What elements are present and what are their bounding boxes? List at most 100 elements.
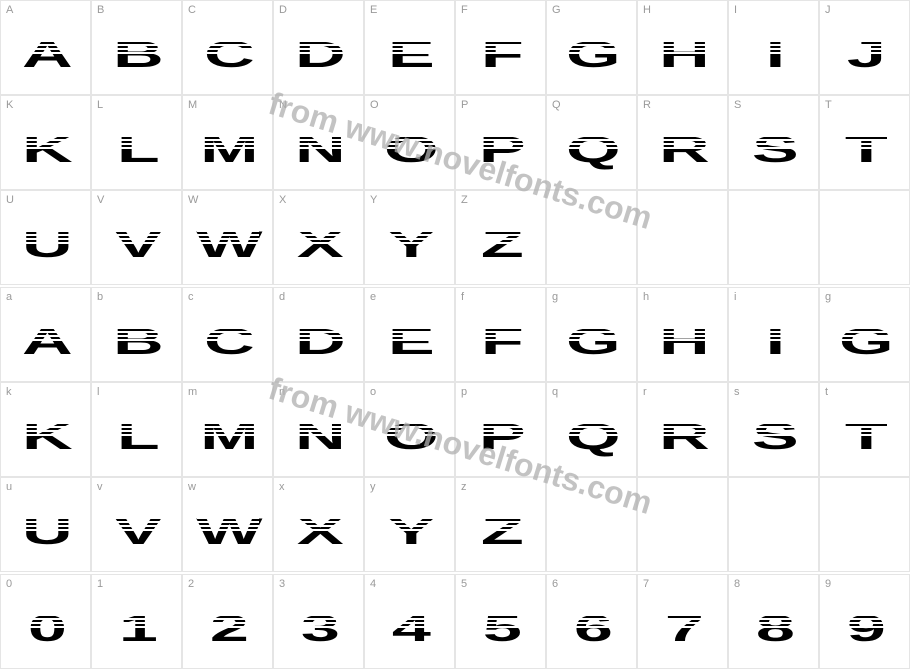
glyph: O <box>379 418 441 456</box>
glyph: G <box>834 323 896 361</box>
cell-label: 1 <box>97 578 103 590</box>
glyph: I <box>743 323 805 361</box>
glyph-solid: O <box>368 136 452 163</box>
glyph-wrap: E <box>365 1 454 94</box>
cell-label: 8 <box>734 578 740 590</box>
glyph-cell: fF <box>455 287 546 382</box>
glyph-cell: xX <box>273 477 364 572</box>
cell-label: x <box>279 481 285 493</box>
cell-label: t <box>825 386 828 398</box>
glyph: 2 <box>197 610 259 648</box>
glyph-solid: 0 <box>4 615 88 642</box>
glyph-solid: O <box>368 423 452 450</box>
glyph-wrap: I <box>729 1 818 94</box>
glyph-cell: mM <box>182 382 273 477</box>
glyph-wrap: V <box>92 191 181 284</box>
cell-label: B <box>97 4 104 16</box>
glyph-wrap: R <box>638 383 727 476</box>
glyph-solid: 5 <box>459 615 543 642</box>
cell-label: F <box>461 4 468 16</box>
glyph-cell: 88 <box>728 574 819 669</box>
glyph-cell: QQ <box>546 95 637 190</box>
glyph: C <box>197 323 259 361</box>
glyph: D <box>288 36 350 74</box>
cell-label: g <box>825 291 831 303</box>
glyph: V <box>106 513 168 551</box>
glyph-solid: P <box>459 136 543 163</box>
glyph-cell: eE <box>364 287 455 382</box>
glyph-cell: KK <box>0 95 91 190</box>
cell-label: C <box>188 4 196 16</box>
glyph: H <box>652 323 714 361</box>
glyph-solid: G <box>550 41 634 68</box>
glyph: Q <box>561 131 623 169</box>
glyph: N <box>288 418 350 456</box>
glyph: Z <box>470 513 532 551</box>
glyph: D <box>288 323 350 361</box>
glyph-solid: V <box>95 518 179 545</box>
glyph-cell: FF <box>455 0 546 95</box>
glyph: 4 <box>379 610 441 648</box>
glyph-solid: T <box>823 136 907 163</box>
glyph: 7 <box>652 610 714 648</box>
glyph-solid: Q <box>550 423 634 450</box>
glyph-wrap: F <box>456 288 545 381</box>
cell-label: p <box>461 386 467 398</box>
glyph-solid: F <box>459 41 543 68</box>
cell-label: q <box>552 386 558 398</box>
glyph-wrap: C <box>183 1 272 94</box>
glyph-cell: 33 <box>273 574 364 669</box>
glyph-cell: kK <box>0 382 91 477</box>
glyph-wrap: D <box>274 1 363 94</box>
glyph-wrap: L <box>92 383 181 476</box>
cell-label: 2 <box>188 578 194 590</box>
cell-label: N <box>279 99 287 111</box>
glyph-cell: pP <box>455 382 546 477</box>
glyph: M <box>197 131 259 169</box>
cell-label: c <box>188 291 194 303</box>
glyph-wrap: K <box>1 383 90 476</box>
cell-label: z <box>461 481 467 493</box>
empty-cell <box>728 477 819 572</box>
glyph: F <box>470 323 532 361</box>
glyph: Z <box>470 226 532 264</box>
glyph-cell: AA <box>0 0 91 95</box>
glyph-solid: 6 <box>550 615 634 642</box>
glyph-cell: cC <box>182 287 273 382</box>
cell-label: y <box>370 481 376 493</box>
glyph-wrap: H <box>638 288 727 381</box>
glyph: E <box>379 323 441 361</box>
cell-label: u <box>6 481 12 493</box>
glyph-solid: U <box>4 231 88 258</box>
glyph: C <box>197 36 259 74</box>
glyph-wrap: 5 <box>456 575 545 668</box>
glyph-solid: A <box>4 328 88 355</box>
glyph-solid: R <box>641 423 725 450</box>
glyph-wrap: T <box>820 383 909 476</box>
glyph-solid: M <box>186 136 270 163</box>
cell-label: i <box>734 291 736 303</box>
glyph-cell: gG <box>546 287 637 382</box>
glyph: U <box>15 226 77 264</box>
glyph-cell: EE <box>364 0 455 95</box>
cell-label: E <box>370 4 377 16</box>
glyph-cell: 11 <box>91 574 182 669</box>
glyph-wrap: C <box>183 288 272 381</box>
glyph-wrap: Z <box>456 191 545 284</box>
glyph-cell: wW <box>182 477 273 572</box>
glyph: F <box>470 36 532 74</box>
empty-cell <box>546 477 637 572</box>
glyph-wrap: B <box>92 1 181 94</box>
glyph-cell: JJ <box>819 0 910 95</box>
glyph: 9 <box>834 610 896 648</box>
glyph: P <box>470 131 532 169</box>
cell-label: T <box>825 99 832 111</box>
cell-label: M <box>188 99 197 111</box>
glyph-solid: 1 <box>95 615 179 642</box>
glyph-wrap: Q <box>547 383 636 476</box>
glyph-cell: BB <box>91 0 182 95</box>
glyph-cell: yY <box>364 477 455 572</box>
glyph: T <box>834 418 896 456</box>
glyph-wrap: D <box>274 288 363 381</box>
glyph-wrap: F <box>456 1 545 94</box>
